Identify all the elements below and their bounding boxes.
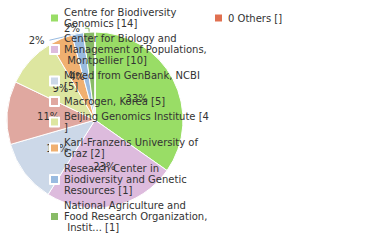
svg-text:Mined from GenBank, NCBI: Mined from GenBank, NCBI	[64, 70, 203, 81]
svg-text:Management of Populations,: Management of Populations,	[64, 44, 207, 55]
svg-text:Beijing Genomics Institute [4: Beijing Genomics Institute [4	[64, 111, 209, 122]
svg-text:9%: 9%	[52, 82, 69, 94]
svg-text:Biodiversity and Genetic: Biodiversity and Genetic	[64, 174, 190, 185]
svg-text:Macrogen, Korea [5]: Macrogen, Korea [5]	[64, 96, 165, 107]
svg-text:0 Others []: 0 Others []	[228, 13, 282, 24]
svg-text:Graz [2]: Graz [2]	[64, 148, 105, 159]
svg-text:11%: 11%	[46, 142, 69, 154]
svg-text:Genomics [14]: Genomics [14]	[64, 18, 137, 29]
svg-text:Karl-Franzens University of: Karl-Franzens University of	[64, 137, 201, 148]
svg-text:Resources [1]: Resources [1]	[64, 185, 133, 196]
svg-text:Center for Biology and: Center for Biology and	[64, 33, 180, 44]
svg-text:11%: 11%	[37, 110, 60, 122]
svg-text:]: ]	[64, 122, 68, 133]
svg-text:Montpellier [10]: Montpellier [10]	[64, 55, 147, 66]
svg-text:[5]: [5]	[64, 81, 78, 92]
svg-text:2%: 2%	[29, 35, 45, 46]
svg-text:National Agriculture and: National Agriculture and	[64, 200, 189, 211]
svg-text:Instit... [1]: Instit... [1]	[64, 222, 119, 233]
svg-text:Research Center in: Research Center in	[64, 163, 162, 174]
svg-text:Food Research Organization,: Food Research Organization,	[64, 211, 207, 222]
svg-text:Centre for Biodiversity: Centre for Biodiversity	[64, 7, 180, 18]
